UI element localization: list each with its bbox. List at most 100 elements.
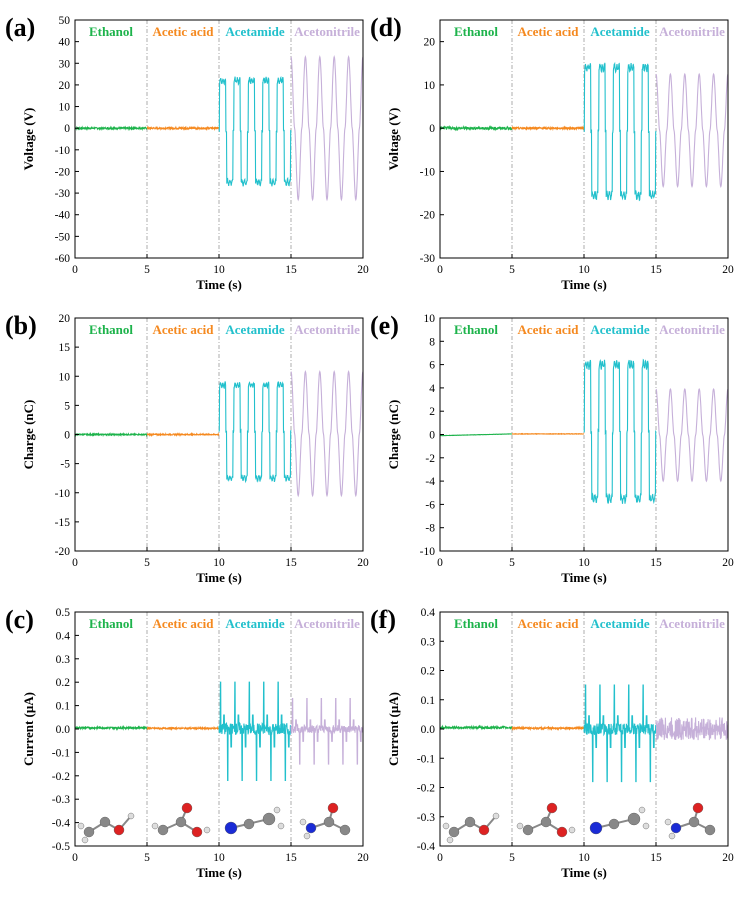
segment-label: Ethanol	[454, 616, 498, 631]
panel-label: (d)	[370, 13, 402, 42]
molecule-illustration	[78, 813, 134, 843]
x-tick-label: 15	[285, 264, 297, 276]
y-tick-label: -20	[55, 546, 71, 558]
y-tick-label: 8	[429, 336, 435, 348]
atom	[84, 827, 94, 837]
series-ethanol	[440, 127, 512, 130]
atom	[523, 825, 533, 835]
atom	[304, 833, 310, 839]
y-tick-label: -4	[425, 476, 435, 488]
series-acetamide	[584, 360, 656, 504]
atom	[609, 819, 619, 829]
atom	[100, 817, 110, 827]
atom	[225, 822, 237, 834]
atom	[274, 807, 280, 813]
y-tick-label: 20	[59, 313, 71, 325]
x-tick-label: 0	[72, 852, 78, 864]
segment-label: Acetamide	[225, 24, 284, 39]
y-tick-label: 10	[59, 102, 71, 114]
x-tick-label: 20	[722, 852, 734, 864]
segment-label: Acetonitrile	[294, 24, 360, 39]
x-axis-title: Time (s)	[561, 570, 607, 585]
y-axis-title: Voltage (V)	[386, 108, 401, 171]
segment-label: Acetamide	[225, 616, 284, 631]
y-tick-label: 0.0	[421, 724, 436, 736]
series-acetic-acid	[147, 127, 219, 129]
y-tick-label: -0.4	[417, 841, 435, 853]
panel-label: (e)	[370, 311, 399, 340]
segment-label: Acetonitrile	[659, 322, 725, 337]
atom	[182, 803, 192, 813]
segment-label: Acetamide	[590, 322, 649, 337]
y-tick-label: -10	[420, 166, 436, 178]
x-tick-label: 20	[722, 264, 734, 276]
atom	[244, 819, 254, 829]
segment-label: Acetic acid	[517, 24, 579, 39]
atom	[328, 803, 338, 813]
y-axis-title: Current (μA)	[21, 692, 36, 766]
segment-label: Ethanol	[454, 322, 498, 337]
segment-label: Acetamide	[225, 322, 284, 337]
x-tick-label: 0	[437, 557, 443, 569]
atom	[693, 803, 703, 813]
atom	[569, 827, 575, 833]
x-tick-label: 10	[213, 852, 225, 864]
x-tick-label: 10	[578, 264, 590, 276]
x-tick-label: 20	[722, 557, 734, 569]
segment-label: Acetonitrile	[659, 24, 725, 39]
molecule-illustration	[225, 807, 284, 834]
y-tick-label: -30	[55, 188, 71, 200]
segment-label: Acetamide	[590, 24, 649, 39]
x-tick-label: 20	[357, 557, 369, 569]
y-tick-label: 40	[59, 37, 71, 49]
atom	[541, 817, 551, 827]
y-tick-label: -20	[55, 166, 71, 178]
y-tick-label: -20	[420, 210, 436, 222]
y-tick-label: -0.4	[52, 818, 70, 830]
atom	[324, 817, 334, 827]
y-tick-label: 0.1	[421, 695, 436, 707]
atom	[517, 823, 523, 829]
atom	[665, 819, 671, 825]
molecule-illustration	[665, 803, 715, 839]
series-acetamide	[584, 63, 656, 200]
y-tick-label: -60	[55, 253, 71, 265]
y-tick-label: -50	[55, 231, 71, 243]
atom	[493, 813, 499, 819]
atom	[705, 825, 715, 835]
atom	[628, 813, 640, 825]
series-ethanol	[440, 726, 512, 728]
y-tick-label: -40	[55, 210, 71, 222]
atom	[449, 827, 459, 837]
x-tick-label: 5	[144, 557, 150, 569]
x-tick-label: 0	[437, 264, 443, 276]
segment-label: Ethanol	[89, 24, 133, 39]
atom	[176, 817, 186, 827]
x-tick-label: 15	[285, 852, 297, 864]
x-tick-label: 5	[144, 852, 150, 864]
x-tick-label: 10	[578, 557, 590, 569]
y-tick-label: 30	[59, 58, 71, 70]
atom	[192, 827, 202, 837]
atom	[78, 823, 84, 829]
x-tick-label: 20	[357, 264, 369, 276]
molecule-illustration	[590, 807, 649, 834]
atom	[306, 823, 316, 833]
y-axis-title: Voltage (V)	[21, 108, 36, 171]
panel-label: (a)	[5, 13, 35, 42]
atom	[671, 823, 681, 833]
y-tick-label: 10	[424, 80, 436, 92]
series-acetic-acid	[147, 728, 219, 729]
atom	[263, 813, 275, 825]
series-acetonitrile	[291, 372, 363, 496]
segment-label: Ethanol	[454, 24, 498, 39]
series-ethanol	[440, 434, 512, 436]
series-acetic-acid	[147, 434, 219, 435]
series-acetamide	[584, 685, 656, 782]
segment-label: Acetamide	[590, 616, 649, 631]
series-acetonitrile	[656, 74, 728, 187]
